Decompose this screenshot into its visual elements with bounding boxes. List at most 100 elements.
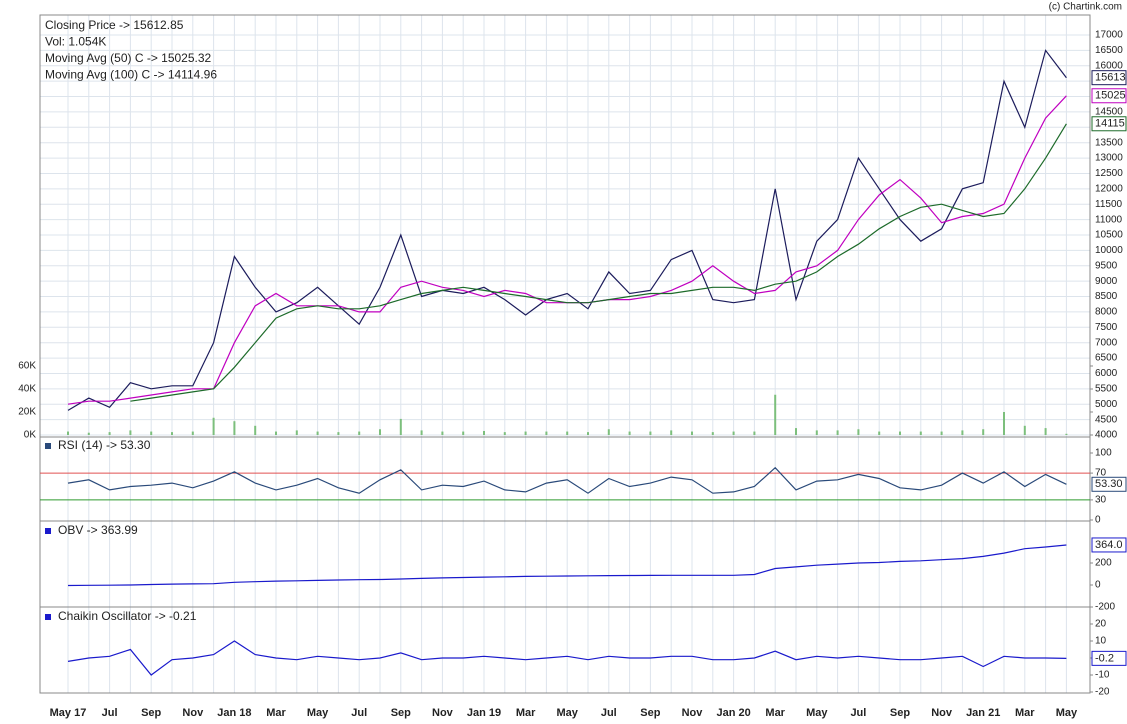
y-tick-label: 13000 — [1095, 153, 1123, 164]
value-badge — [1091, 88, 1127, 104]
value-badge — [1091, 116, 1127, 132]
volume-bar — [899, 431, 901, 435]
x-tick-label: May — [556, 707, 578, 719]
y-tick-label: 10000 — [1095, 245, 1123, 256]
volume-bar — [919, 431, 922, 435]
legend-entry: Moving Avg (100) C -> 14114.96 — [45, 68, 217, 82]
x-tick-label: Jan 18 — [217, 707, 251, 719]
y-tick-label: 20 — [1095, 619, 1107, 630]
volume-bar — [275, 431, 277, 435]
volume-bar — [649, 431, 652, 435]
x-tick-label: Jan 19 — [467, 707, 501, 719]
y-tick-label: 6000 — [1095, 368, 1118, 379]
panel-title: Chaikin Oscillator -> -0.21 — [58, 609, 197, 623]
legend-entry: Moving Avg (50) C -> 15025.32 — [45, 51, 212, 65]
x-tick-label: Mar — [765, 707, 785, 719]
volume-bar — [129, 430, 132, 435]
volume-bar — [691, 431, 693, 435]
copyright: (c) Chartink.com — [1049, 2, 1122, 13]
y-tick-label: 4500 — [1095, 414, 1118, 425]
volume-bar — [483, 430, 485, 435]
volume-bar — [462, 431, 465, 435]
volume-bar — [233, 421, 236, 435]
x-tick-label: Nov — [682, 707, 704, 719]
volume-bar — [171, 432, 173, 435]
price-line — [130, 123, 1067, 402]
price-line — [67, 49, 1067, 411]
volume-bar — [67, 431, 69, 435]
x-tick-label: Jul — [601, 707, 617, 719]
x-tick-label: May — [806, 707, 828, 719]
value-badge-label: -0.2 — [1095, 652, 1114, 664]
y-tick-label: 70 — [1095, 468, 1107, 479]
y-tick-label: 60K — [18, 361, 36, 372]
x-tick-label: Nov — [432, 707, 454, 719]
value-badge-label: 364.0 — [1095, 539, 1123, 551]
legend-swatch — [45, 443, 51, 449]
y-tick-label: 0 — [1095, 580, 1101, 591]
value-badge — [1091, 70, 1127, 86]
volume-bar — [857, 429, 860, 435]
y-tick-label: 14500 — [1095, 107, 1123, 118]
x-tick-label: May 17 — [50, 707, 87, 719]
x-tick-label: May — [307, 707, 329, 719]
volume-bar — [607, 429, 610, 435]
y-tick-label: 16000 — [1095, 60, 1123, 71]
value-badge — [1091, 650, 1127, 666]
legend-entry: Closing Price -> 15612.85 — [45, 18, 184, 32]
y-tick-label: 100 — [1095, 448, 1112, 459]
volume-bar — [815, 430, 818, 435]
volume-bar — [295, 430, 298, 435]
volume-bar — [379, 429, 381, 435]
y-tick-label: 16500 — [1095, 45, 1123, 56]
volume-bar — [254, 425, 257, 435]
y-tick-label: 17000 — [1095, 30, 1123, 41]
volume-bar — [87, 432, 90, 435]
indicator-line — [67, 640, 1067, 676]
y-tick-label: 5500 — [1095, 383, 1118, 394]
x-tick-label: Mar — [1015, 707, 1035, 719]
y-tick-label: 10500 — [1095, 230, 1123, 241]
volume-bar — [191, 431, 194, 435]
y-tick-label: 8000 — [1095, 307, 1118, 318]
volume-bar — [316, 431, 319, 435]
volume-bar — [1023, 425, 1026, 435]
grid — [40, 15, 1090, 693]
y-tick-label: 9000 — [1095, 276, 1118, 287]
value-badge — [1091, 476, 1127, 492]
y-tick-label: 4000 — [1095, 430, 1118, 441]
volume-bar — [982, 429, 985, 435]
volume-bar — [108, 432, 111, 435]
panel-title: OBV -> 363.99 — [58, 523, 138, 537]
value-badge-label: 53.30 — [1095, 478, 1123, 490]
x-tick-label: Jul — [351, 707, 367, 719]
y-tick-label: 11000 — [1095, 214, 1123, 225]
volume-bar — [399, 418, 402, 435]
volume-bar — [566, 431, 569, 435]
x-tick-label: Jan 21 — [966, 707, 1000, 719]
y-tick-label: 11500 — [1095, 199, 1123, 210]
volume-bar — [961, 430, 964, 435]
y-tick-label: 0K — [24, 430, 37, 441]
volume-bar — [212, 417, 215, 435]
volume-bar — [337, 432, 340, 435]
panel-title: RSI (14) -> 53.30 — [58, 438, 151, 452]
x-tick-label: Nov — [931, 707, 953, 719]
x-tick-label: Jul — [102, 707, 118, 719]
volume-bar — [420, 430, 423, 435]
x-tick-label: May — [1056, 707, 1078, 719]
y-tick-label: 20K — [18, 407, 36, 418]
volume-bar — [732, 431, 735, 435]
volume-bar — [628, 431, 631, 435]
volume-bar — [774, 394, 777, 435]
y-tick-label: -10 — [1095, 670, 1110, 681]
value-badge-label: 15613 — [1095, 72, 1126, 84]
value-badge — [1091, 537, 1127, 553]
value-badge-label: 15025 — [1095, 90, 1126, 102]
y-tick-label: 12000 — [1095, 183, 1123, 194]
x-tick-label: Sep — [391, 707, 411, 719]
y-tick-label: 13500 — [1095, 137, 1123, 148]
y-tick-label: 40K — [18, 384, 36, 395]
